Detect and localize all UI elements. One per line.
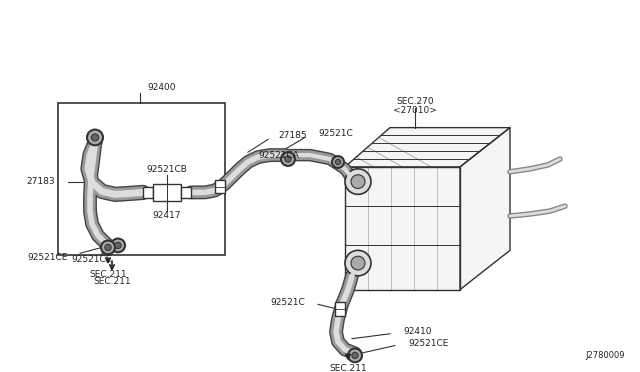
Circle shape	[92, 134, 99, 141]
Circle shape	[352, 352, 358, 359]
Circle shape	[351, 256, 365, 270]
Circle shape	[348, 349, 362, 362]
Circle shape	[335, 159, 340, 165]
Circle shape	[281, 152, 295, 166]
Bar	[215, 180, 225, 193]
Circle shape	[111, 238, 125, 252]
Text: SEC.211: SEC.211	[93, 277, 131, 286]
Text: 92521CA: 92521CA	[258, 151, 299, 160]
Bar	[153, 183, 181, 201]
Circle shape	[115, 242, 121, 248]
Circle shape	[332, 156, 344, 168]
Text: J2780009: J2780009	[586, 351, 625, 360]
Circle shape	[345, 250, 371, 276]
Text: 92417: 92417	[153, 211, 181, 221]
Text: 27183: 27183	[26, 177, 55, 186]
Bar	[335, 302, 345, 316]
Text: 92521CB: 92521CB	[147, 165, 188, 174]
Text: 92410: 92410	[403, 327, 431, 336]
Circle shape	[345, 169, 371, 195]
Text: 92400: 92400	[148, 83, 176, 92]
Bar	[143, 186, 153, 198]
Polygon shape	[345, 167, 460, 289]
Bar	[181, 186, 191, 198]
Circle shape	[285, 156, 291, 162]
Circle shape	[351, 175, 365, 189]
Text: 27185: 27185	[278, 131, 307, 140]
Text: SEC.270: SEC.270	[396, 97, 434, 106]
Circle shape	[101, 241, 115, 254]
Text: 92521CE: 92521CE	[408, 339, 449, 348]
Circle shape	[87, 129, 103, 145]
Polygon shape	[460, 128, 510, 289]
Text: 92521CE: 92521CE	[28, 253, 68, 262]
Text: <27010>: <27010>	[393, 106, 437, 115]
Text: SEC.211: SEC.211	[329, 364, 367, 372]
Bar	[58, 103, 225, 255]
Text: 92521CE: 92521CE	[72, 255, 112, 264]
Polygon shape	[345, 128, 510, 167]
Text: 92521C: 92521C	[318, 129, 353, 138]
Text: 92521C: 92521C	[270, 298, 305, 307]
Circle shape	[105, 244, 111, 250]
Text: SEC.211: SEC.211	[89, 270, 127, 279]
